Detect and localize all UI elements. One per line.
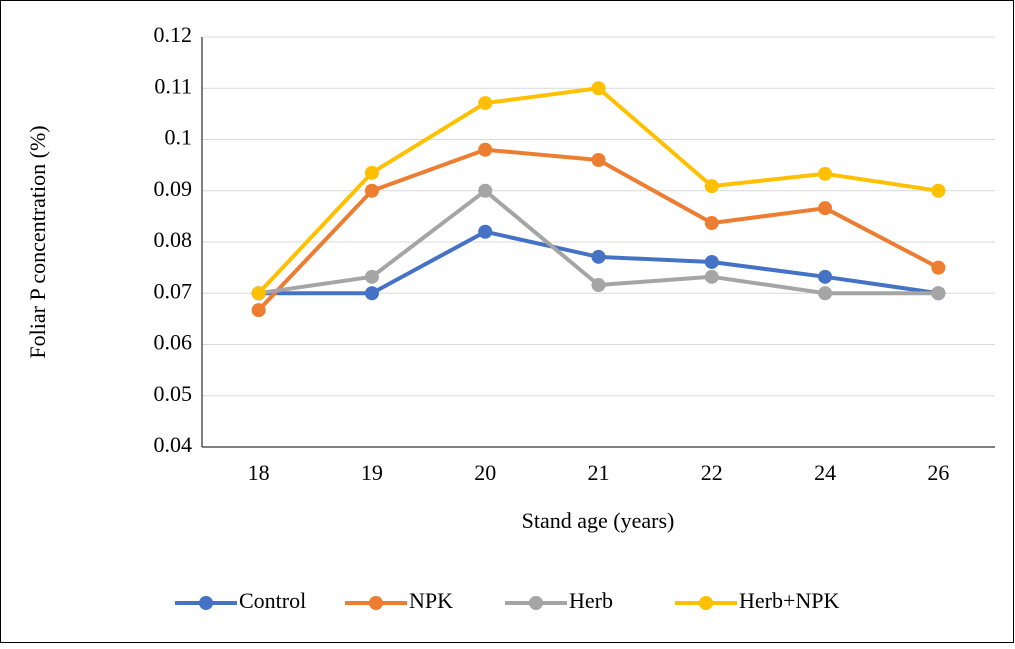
- y-tick-label: 0.12: [154, 22, 193, 47]
- data-point: [478, 183, 493, 198]
- data-point: [591, 153, 606, 167]
- data-point: [931, 183, 946, 198]
- y-tick-label: 0.04: [154, 432, 193, 457]
- data-point: [818, 286, 833, 301]
- y-tick-label: 0.06: [154, 330, 193, 355]
- x-tick-label: 24: [814, 460, 836, 485]
- legend-label: Control: [239, 588, 306, 613]
- x-tick-label: 19: [361, 460, 383, 485]
- data-point: [251, 303, 266, 318]
- data-point: [478, 224, 493, 239]
- data-point: [478, 142, 493, 157]
- legend-marker: [369, 596, 383, 610]
- data-point: [818, 201, 833, 216]
- data-point: [591, 278, 606, 293]
- legend-label: Herb: [569, 588, 613, 613]
- y-tick-label: 0.1: [165, 125, 193, 150]
- data-point: [704, 254, 719, 269]
- legend-marker: [529, 596, 543, 610]
- data-point: [704, 179, 719, 194]
- x-tick-label: 22: [701, 460, 723, 485]
- x-tick-label: 26: [927, 460, 949, 485]
- data-point: [364, 269, 379, 284]
- data-point: [931, 260, 946, 275]
- y-tick-label: 0.08: [154, 227, 193, 252]
- y-tick-label: 0.09: [154, 176, 193, 201]
- x-tick-label: 18: [248, 460, 270, 485]
- y-axis-title: Foliar P concentration (%): [25, 125, 50, 358]
- legend-label: Herb+NPK: [739, 588, 840, 613]
- legend-marker: [699, 596, 713, 610]
- legend-label: NPK: [409, 588, 453, 613]
- data-point: [251, 286, 266, 301]
- data-point: [704, 216, 719, 231]
- data-point: [591, 249, 606, 264]
- data-point: [818, 166, 833, 181]
- x-tick-label: 21: [588, 460, 610, 485]
- x-axis-title: Stand age (years): [522, 508, 675, 533]
- data-point: [364, 183, 379, 198]
- data-point: [704, 269, 719, 284]
- data-point: [364, 286, 379, 301]
- y-tick-label: 0.05: [154, 381, 193, 406]
- legend-marker: [199, 596, 213, 610]
- y-tick-label: 0.07: [154, 278, 193, 303]
- data-point: [931, 286, 946, 301]
- x-tick-label: 20: [474, 460, 496, 485]
- y-tick-label: 0.11: [154, 73, 192, 98]
- data-point: [591, 81, 606, 96]
- data-point: [478, 96, 493, 111]
- data-point: [818, 269, 833, 284]
- data-point: [364, 165, 379, 180]
